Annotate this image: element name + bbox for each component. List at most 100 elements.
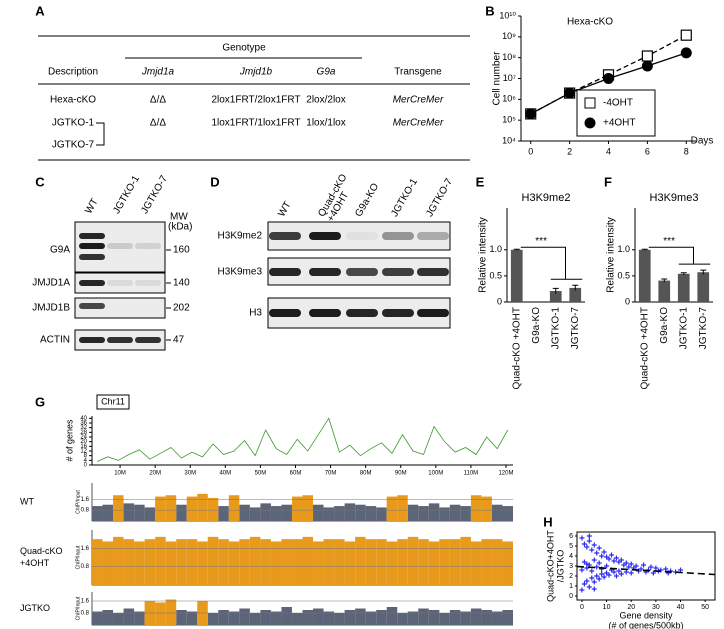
point	[606, 556, 612, 562]
y-tick-label: 10⁵	[502, 115, 516, 125]
series-line	[530, 34, 687, 115]
track-bar	[186, 496, 198, 521]
y-axis-label: ChIP/Input	[75, 596, 81, 620]
y-tick-label: 3	[569, 563, 573, 570]
track-bar	[165, 495, 177, 521]
blot-row-label: ACTIN	[40, 335, 70, 346]
y-tick-label: 1.6	[81, 546, 90, 552]
track-bar	[113, 536, 124, 585]
x-tick-label: 20	[627, 604, 635, 611]
table-cell: JGTKO-7	[52, 140, 95, 151]
track-bar	[355, 536, 366, 585]
mw-label: 160	[173, 245, 190, 256]
point	[594, 573, 600, 579]
panel-label: D	[210, 174, 219, 189]
y-tick-label: 0.5	[617, 270, 630, 280]
track-bar	[165, 599, 177, 625]
x-tick-label: JGTKO-1	[550, 307, 561, 350]
x-tick-label: JGTKO-7	[570, 307, 581, 350]
point	[596, 545, 602, 551]
track-bar	[218, 539, 229, 585]
track-bar	[449, 504, 461, 521]
track-bar	[386, 607, 398, 625]
track-bar	[491, 611, 503, 625]
point	[584, 578, 590, 584]
y-tick-label: 1.6	[81, 599, 90, 605]
x-axis-label: (# of genes/500kb)	[608, 620, 683, 629]
track-bar	[439, 539, 450, 585]
y-tick-label: 2	[569, 573, 573, 580]
point	[591, 542, 597, 548]
track-bar	[260, 503, 271, 521]
y-tick-label: 10⁴	[502, 135, 516, 145]
point	[599, 571, 605, 577]
track-bar	[176, 504, 187, 521]
track-bar	[407, 611, 419, 625]
track-bar	[407, 536, 419, 585]
table-header: G9a	[317, 67, 336, 78]
table-cell: Δ/Δ	[150, 95, 166, 106]
panel-label: G	[35, 394, 45, 409]
y-tick-label: 20	[80, 439, 87, 445]
track-bar	[260, 610, 271, 625]
bar	[638, 249, 651, 302]
panel-label: A	[35, 3, 45, 18]
blot-row-label: G9A	[50, 245, 70, 256]
blot-band	[309, 232, 341, 240]
track-bar	[281, 539, 292, 585]
track-bar	[365, 611, 377, 625]
track-bar	[470, 541, 482, 585]
y-tick-label: 12	[80, 449, 87, 455]
point	[591, 579, 597, 585]
bar	[549, 291, 562, 302]
point	[589, 547, 595, 553]
track-bar	[291, 613, 303, 625]
point	[678, 567, 683, 573]
y-tick-label: 0.8	[81, 611, 90, 617]
blot-band	[309, 309, 341, 317]
x-tick-label: 10	[603, 604, 611, 611]
track-bar	[123, 503, 135, 521]
point	[633, 563, 639, 569]
error-bar	[513, 248, 520, 251]
error-bar	[641, 248, 648, 251]
track-bar	[176, 539, 187, 585]
x-tick-label: 120M	[498, 471, 513, 477]
track-bar	[281, 504, 292, 521]
blot-band	[309, 268, 341, 276]
y-tick-label: 1	[569, 583, 573, 590]
track-bar	[218, 506, 229, 521]
mw-label: 47	[173, 335, 185, 346]
track-bar	[355, 608, 366, 625]
track-bar	[102, 504, 114, 521]
track-bar	[397, 613, 408, 625]
x-tick-label: 110M	[464, 471, 479, 477]
track-label: +4OHT	[20, 558, 50, 568]
table-group-header: Genotype	[222, 43, 266, 54]
blot-band	[382, 268, 414, 276]
track-bar	[418, 539, 429, 585]
mw-label: 140	[173, 278, 190, 289]
track-bar	[228, 611, 240, 625]
track-bar	[144, 507, 156, 521]
blot-band	[79, 280, 105, 286]
y-tick-label: 4	[569, 553, 573, 560]
point	[616, 568, 622, 574]
track-bar	[102, 610, 114, 625]
panel-label: C	[35, 174, 45, 189]
significance-bracket	[520, 246, 583, 280]
x-tick-label: 80M	[360, 471, 372, 477]
point	[613, 555, 619, 561]
significance-label: ***	[663, 236, 675, 247]
blot-row-label: H3K9me3	[218, 267, 263, 278]
bar	[697, 272, 710, 302]
annotation: Chr11	[101, 396, 125, 406]
point	[604, 563, 610, 569]
point	[581, 581, 587, 587]
bar	[658, 280, 671, 302]
marker	[641, 50, 653, 62]
track-bar	[397, 495, 408, 521]
y-tick-label: 0	[497, 296, 502, 306]
track-bar	[418, 608, 429, 625]
x-tick-label: 0	[580, 604, 584, 611]
